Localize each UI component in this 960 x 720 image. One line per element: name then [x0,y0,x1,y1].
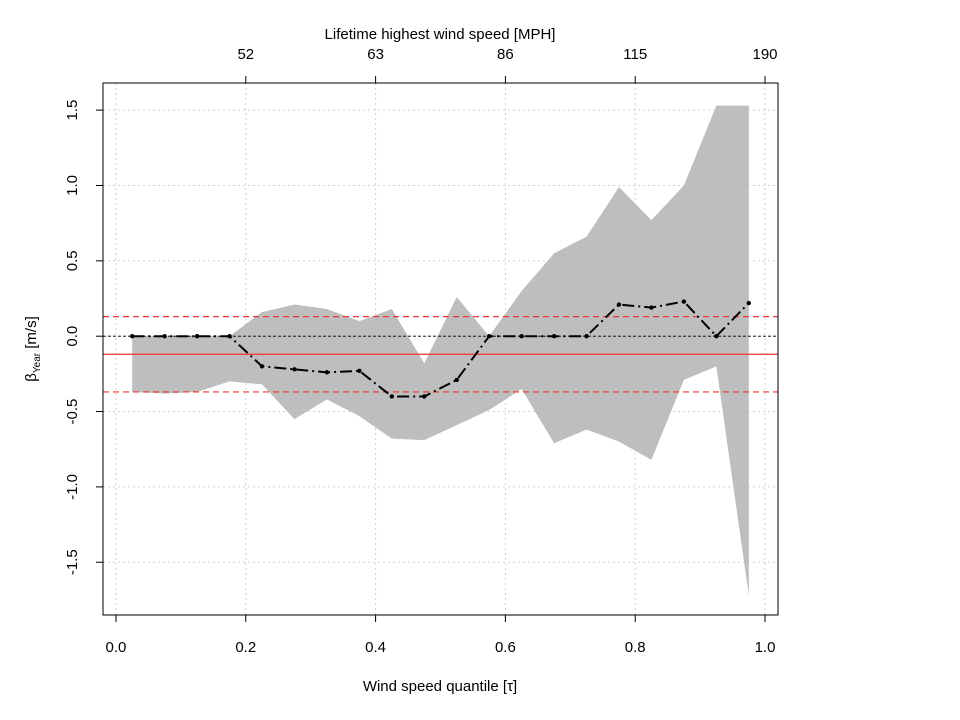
data-point [227,333,232,339]
data-point [649,305,654,310]
y-tick-label: -0.5 [64,399,81,425]
x-tick-label: 0.2 [235,639,256,656]
top-tick-label: 86 [497,46,514,63]
top-tick-label: 115 [623,46,647,63]
y-axis-label-subscript: Year [32,352,43,373]
top-tick-label: 63 [367,46,384,63]
coefficient-line [132,300,750,398]
y-tick-label: -1.0 [64,474,81,500]
y-axis-label: βYear [m/s] [23,316,43,382]
x-tick-label: 0.4 [365,639,386,656]
data-point [454,377,459,383]
data-point [422,394,427,399]
y-tick-label: -1.5 [64,549,81,575]
y-axis-label-unit: [m/s] [23,316,40,353]
data-point [292,367,297,372]
y-tick-label: 1.0 [64,175,81,196]
data-point [389,394,395,399]
data-point [519,333,524,339]
data-point [259,364,265,369]
top-tick-label: 190 [753,46,778,63]
y-tick-label: 0.5 [64,250,81,271]
data-point [746,300,751,306]
top-axis-label: Lifetime highest wind speed [MPH] [325,26,556,43]
x-tick-label: 0.6 [495,639,516,656]
data-point [486,333,492,339]
x-axis-label: Wind speed quantile [τ] [363,678,517,695]
data-point [324,370,330,375]
axes: 0.0 0.2 0.4 0.6 0.8 1.0 -1.5 -1.0 -0.5 0.0 0.5 1.0 1… [64,46,778,656]
coefficient-series [130,299,751,399]
x-tick-label: 0.8 [625,639,646,656]
y-axis-label-symbol: β [23,373,40,382]
data-point [162,333,167,339]
data-point [551,333,557,339]
data-point [194,333,200,339]
x-tick-label: 0.0 [106,639,127,656]
top-tick-label: 52 [237,46,254,63]
x-tick-label: 1.0 [755,639,776,656]
data-point [681,299,687,304]
y-tick-label: 0.0 [64,326,81,347]
data-point [714,333,719,339]
confidence-band [132,105,749,596]
y-tick-label: 1.5 [64,100,81,121]
data-point [584,333,589,339]
data-point [357,368,362,374]
data-point [616,302,622,307]
plot-frame [102,82,779,616]
confidence-band-layer [132,105,749,596]
data-point [130,333,135,339]
